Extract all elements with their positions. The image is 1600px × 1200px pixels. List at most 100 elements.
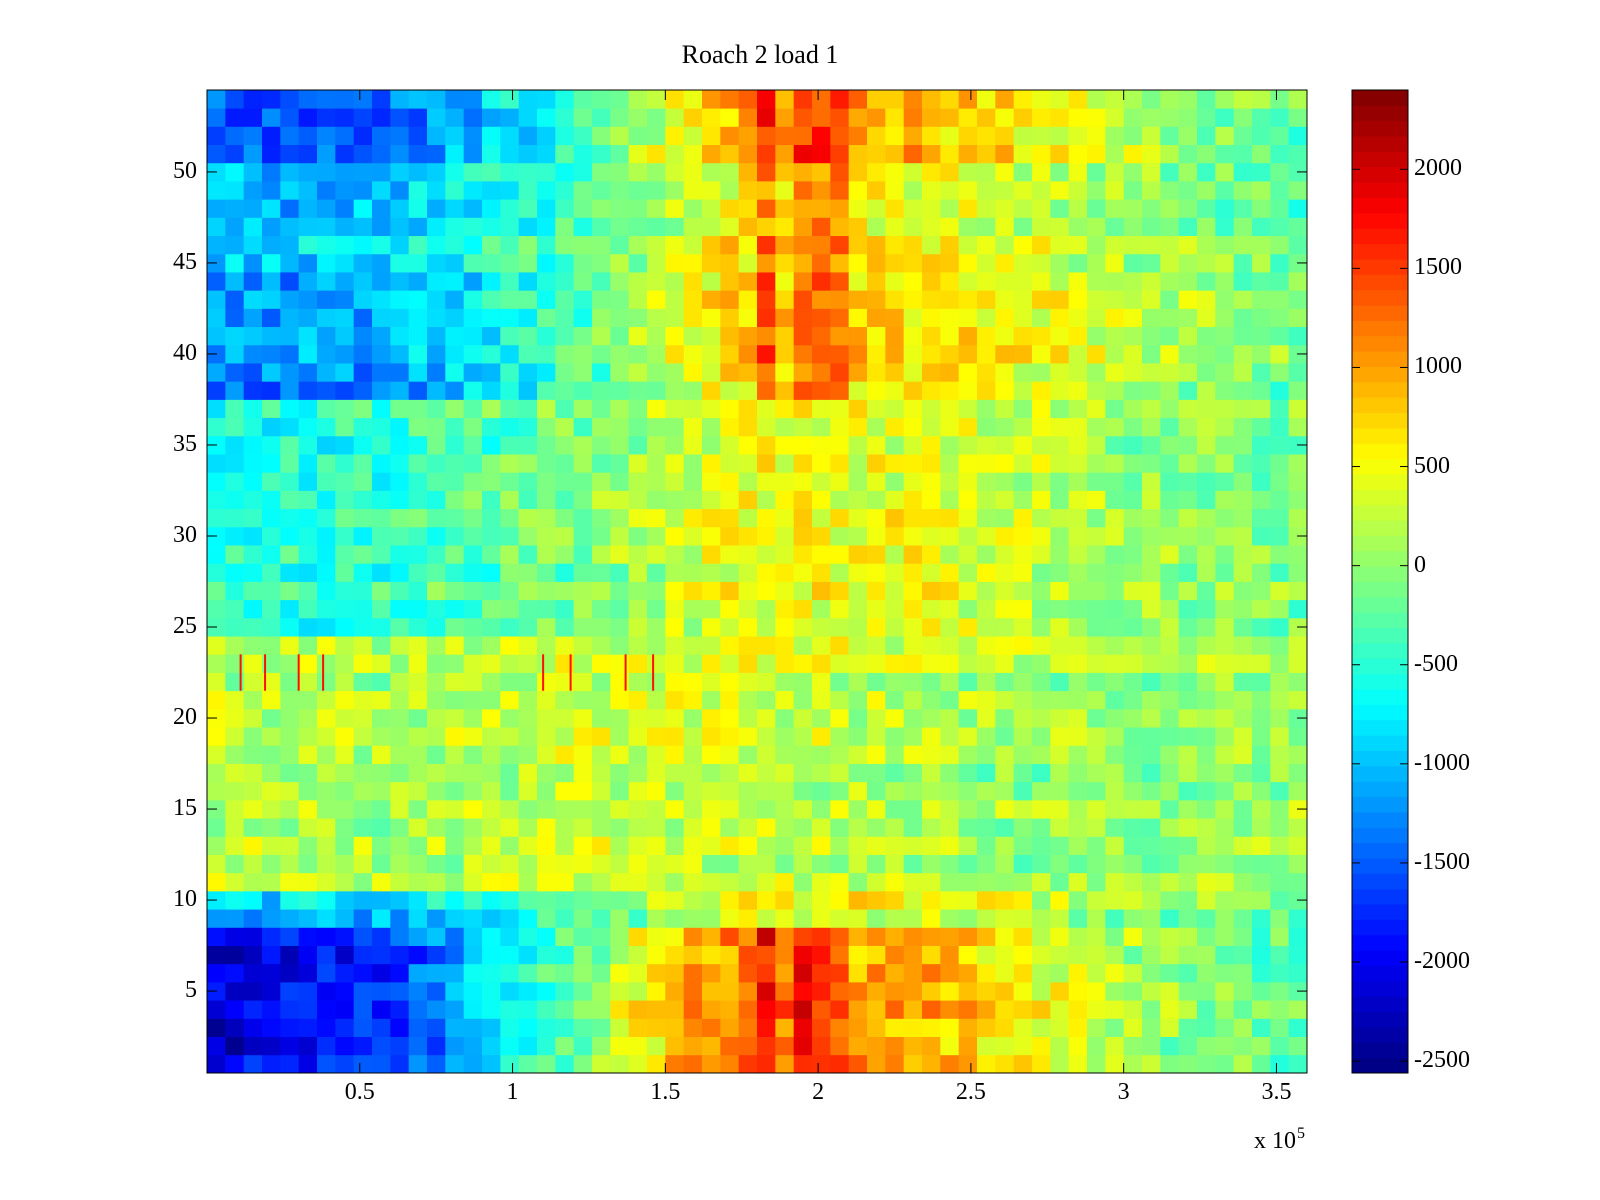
heatmap-cell	[243, 526, 263, 546]
heatmap-cell	[1105, 708, 1125, 728]
heatmap-cell	[1123, 890, 1143, 910]
heatmap-cell	[1233, 308, 1253, 328]
heatmap-cell	[207, 1036, 226, 1056]
colorbar-ticks	[1352, 168, 1408, 1062]
heatmap-cell	[1215, 90, 1235, 109]
heatmap-cell	[977, 708, 996, 728]
heatmap-cell	[207, 909, 226, 928]
colorbar-step	[1352, 704, 1408, 721]
heatmap-cell	[720, 727, 740, 746]
colorbar-step	[1352, 581, 1408, 598]
heatmap-cell	[628, 290, 648, 309]
heatmap-cell	[573, 636, 593, 655]
spike-mark	[239, 654, 242, 691]
heatmap-cell	[683, 181, 703, 200]
heatmap-cell	[1068, 308, 1088, 328]
heatmap-cell	[848, 963, 868, 983]
heatmap-cell	[683, 617, 703, 637]
heatmap-cell	[207, 963, 226, 983]
heatmap-cell	[225, 836, 245, 855]
heatmap-cell	[1178, 90, 1198, 109]
heatmap-cell	[1215, 963, 1235, 983]
heatmap-cell	[555, 126, 575, 146]
heatmap-cell	[555, 235, 575, 255]
heatmap-cell	[867, 945, 886, 965]
heatmap-cell	[940, 727, 960, 746]
heatmap-cell	[628, 526, 648, 546]
heatmap-cell	[848, 526, 868, 546]
heatmap-cell	[702, 162, 721, 182]
heatmap-cell	[573, 290, 593, 309]
heatmap-cell	[738, 909, 758, 928]
heatmap-cell	[683, 162, 703, 182]
heatmap-cell	[1142, 818, 1161, 837]
heatmap-cell	[1032, 581, 1051, 601]
heatmap-cell	[775, 290, 795, 309]
heatmap-cell	[555, 854, 575, 874]
heatmap-cell	[958, 945, 978, 965]
heatmap-cell	[500, 927, 520, 946]
heatmap-cell	[922, 108, 941, 127]
heatmap-cell	[537, 126, 556, 146]
heatmap-cell	[1233, 836, 1253, 855]
heatmap-cell	[482, 308, 501, 328]
heatmap-cell	[1197, 909, 1216, 928]
heatmap-cell	[903, 781, 923, 801]
heatmap-cell	[885, 1036, 905, 1056]
heatmap-cell	[463, 344, 483, 364]
heatmap-cell	[445, 162, 465, 182]
heatmap-cell	[353, 181, 373, 200]
heatmap-cell	[1068, 708, 1088, 728]
heatmap-cell	[1178, 763, 1198, 783]
colorbar-step	[1352, 136, 1408, 152]
heatmap-cell	[1050, 617, 1070, 637]
heatmap-cell	[903, 1036, 923, 1056]
heatmap-cell	[977, 909, 996, 928]
heatmap-cell	[995, 472, 1015, 491]
heatmap-cell	[720, 927, 740, 946]
heatmap-cell	[610, 818, 630, 837]
heatmap-cell	[372, 381, 391, 400]
heatmap-cell	[1215, 672, 1235, 692]
heatmap-cell	[482, 927, 501, 946]
heatmap-cell	[958, 836, 978, 855]
colorbar-tick-label: -2000	[1414, 948, 1470, 975]
heatmap-cell	[262, 836, 281, 855]
heatmap-cell	[537, 290, 556, 309]
heatmap-cell	[390, 399, 410, 419]
heatmap-cell	[683, 454, 703, 473]
heatmap-cell	[463, 945, 483, 965]
heatmap-cell	[1270, 217, 1290, 237]
heatmap-cell	[903, 836, 923, 855]
heatmap-cell	[647, 526, 666, 546]
heatmap-cell	[482, 435, 501, 455]
heatmap-cell	[317, 181, 336, 200]
heatmap-cell	[757, 963, 776, 983]
heatmap-cell	[482, 745, 501, 764]
heatmap-cell	[1105, 909, 1125, 928]
heatmap-cell	[995, 654, 1015, 673]
heatmap-cell	[427, 1036, 446, 1056]
heatmap-cell	[977, 144, 996, 164]
heatmap-cell	[1270, 636, 1290, 655]
heatmap-cell	[1288, 636, 1308, 655]
heatmap-cell	[1087, 818, 1106, 837]
heatmap-cell	[317, 108, 336, 127]
heatmap-cell	[537, 181, 556, 200]
heatmap-cell	[977, 472, 996, 491]
heatmap-cell	[628, 253, 648, 273]
heatmap-cell	[720, 90, 740, 109]
heatmap-cell	[940, 272, 960, 291]
heatmap-cell	[243, 126, 263, 146]
heatmap-cell	[977, 599, 996, 619]
heatmap-cell	[977, 799, 996, 819]
heatmap-cell	[243, 818, 263, 837]
heatmap-cell	[573, 162, 593, 182]
heatmap-cell	[903, 981, 923, 1001]
heatmap-cell	[757, 781, 776, 801]
heatmap-cell	[1068, 108, 1088, 127]
heatmap-cell	[647, 181, 666, 200]
heatmap-cell	[738, 108, 758, 127]
heatmap-cell	[482, 636, 501, 655]
spike-mark	[652, 654, 655, 691]
